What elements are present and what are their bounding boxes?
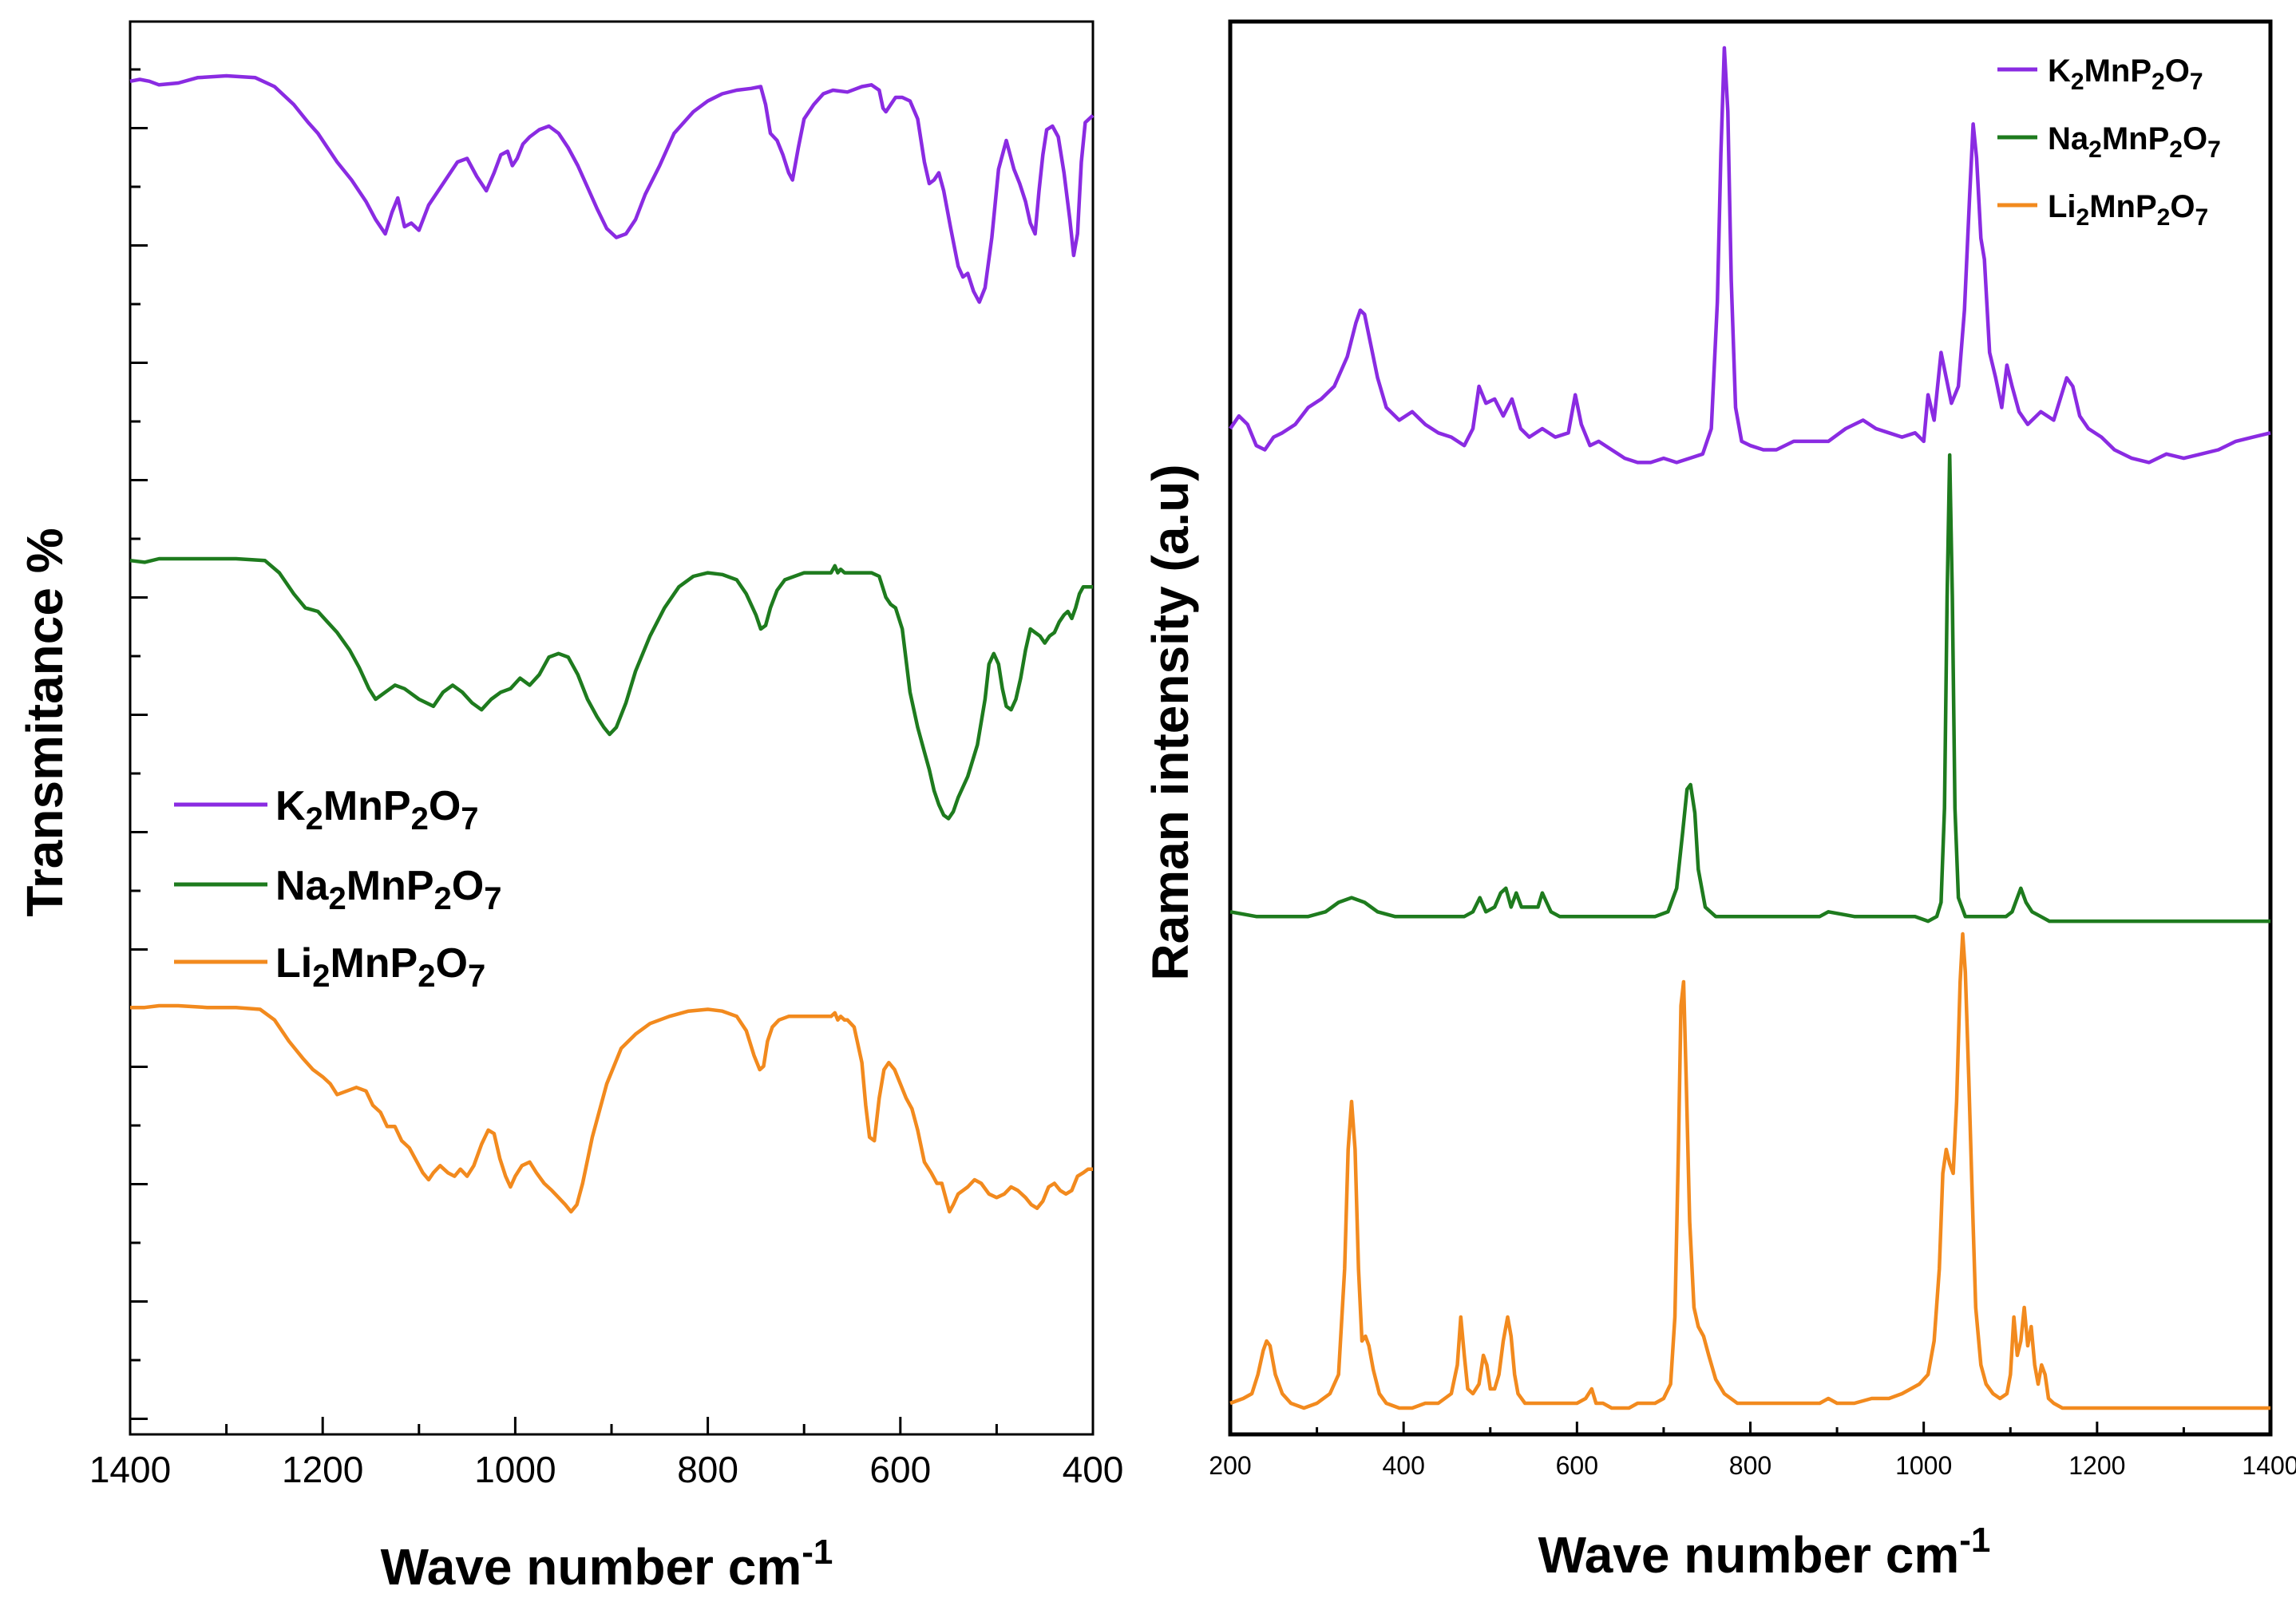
- raman-x-axis-title-sup: -1: [1959, 1521, 1990, 1560]
- raman-legend: K2MnP2O7 Na2MnP2O7 Li2MnP2O7: [1997, 53, 2221, 231]
- raman-x-tick-label-600: 600: [1556, 1451, 1598, 1480]
- raman-x-tick-label-1000: 1000: [1895, 1451, 1952, 1480]
- raman-plot-frame: [1228, 19, 2273, 1437]
- ftir-series-group: [129, 73, 1095, 1214]
- ftir-legend-k: K2MnP2O7: [275, 783, 479, 837]
- raman-legend-na: Na2MnP2O7: [2048, 121, 2221, 163]
- ftir-legend-li: Li2MnP2O7: [275, 940, 485, 994]
- ftir-x-axis-title-main: Wave number cm: [381, 1538, 802, 1596]
- raman-x-axis-title: Wave number cm-1: [1538, 1521, 1991, 1584]
- raman-x-tick-label-400: 400: [1382, 1451, 1424, 1480]
- ftir-line-li2mnp2o7: [130, 1003, 1093, 1214]
- ftir-chart: 1400 1200 1000 800 600 400 K2MnP2O7 Na2MnP2O7…: [16, 20, 1124, 1596]
- raman-line-k2mnp2o7: [1229, 45, 2271, 465]
- raman-chart: 200 400 600 800 1000 1200 1400 K2MnP2O7 Na2MnP…: [1142, 19, 2296, 1584]
- ftir-legend: K2MnP2O7 Na2MnP2O7 Li2MnP2O7: [174, 783, 501, 994]
- raman-x-tick-label-1200: 1200: [2068, 1451, 2125, 1480]
- raman-line-li2mnp2o7: [1229, 932, 2270, 1410]
- raman-x-tick-label-1400: 1400: [2242, 1451, 2296, 1480]
- raman-line-na2mnp2o7: [1229, 453, 2270, 924]
- ftir-x-tick-label-600: 600: [869, 1449, 931, 1490]
- ftir-x-axis-title: Wave number cm-1: [381, 1533, 833, 1596]
- raman-legend-li: Li2MnP2O7: [2048, 189, 2208, 231]
- raman-series-group: [1229, 45, 2271, 1410]
- ftir-x-tick-label-1400: 1400: [89, 1449, 171, 1490]
- ftir-y-ticks: [130, 68, 148, 1420]
- raman-x-tick-label-200: 200: [1209, 1451, 1251, 1480]
- ftir-line-na2mnp2o7: [129, 556, 1093, 821]
- raman-x-axis-title-main: Wave number cm: [1538, 1526, 1960, 1584]
- raman-y-axis-title: Raman intensity (a.u): [1142, 464, 1199, 980]
- ftir-x-axis-title-sup: -1: [802, 1533, 833, 1572]
- ftir-x-tick-label-800: 800: [677, 1449, 738, 1490]
- ftir-x-tick-label-1000: 1000: [474, 1449, 556, 1490]
- ftir-x-tick-label-400: 400: [1063, 1449, 1124, 1490]
- ftir-x-tick-label-1200: 1200: [282, 1449, 363, 1490]
- raman-x-ticks: 200 400 600 800 1000 1200 1400: [1209, 1422, 2296, 1480]
- raman-x-tick-label-800: 800: [1729, 1451, 1771, 1480]
- ftir-legend-na: Na2MnP2O7: [275, 863, 501, 916]
- ftir-line-k2mnp2o7: [129, 73, 1095, 304]
- raman-legend-k: K2MnP2O7: [2048, 53, 2203, 95]
- ftir-y-axis-title: Transmitance %: [16, 528, 73, 916]
- ftir-x-ticks: 1400 1200 1000 800 600 400: [89, 1417, 1124, 1490]
